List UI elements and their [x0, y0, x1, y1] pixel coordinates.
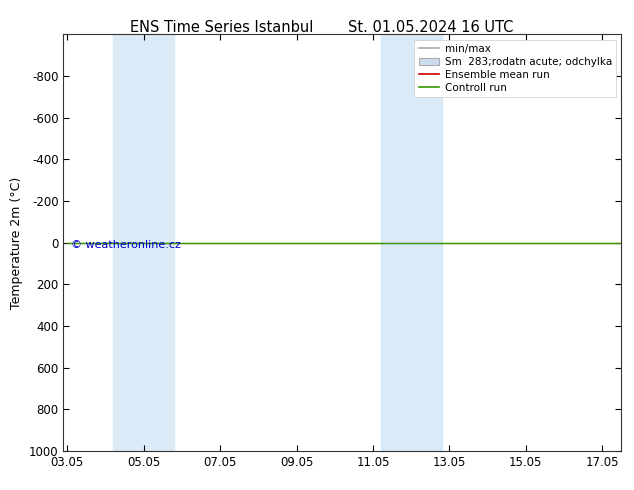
Y-axis label: Temperature 2m (°C): Temperature 2m (°C)	[10, 176, 23, 309]
Text: ENS Time Series Istanbul: ENS Time Series Istanbul	[130, 20, 314, 35]
Bar	[113, 34, 174, 451]
Text: St. 01.05.2024 16 UTC: St. 01.05.2024 16 UTC	[349, 20, 514, 35]
Legend: min/max, Sm  283;rodatn acute; odchylka, Ensemble mean run, Controll run: min/max, Sm 283;rodatn acute; odchylka, …	[415, 40, 616, 97]
Bar	[380, 34, 442, 451]
Text: © weatheronline.cz: © weatheronline.cz	[71, 240, 181, 250]
